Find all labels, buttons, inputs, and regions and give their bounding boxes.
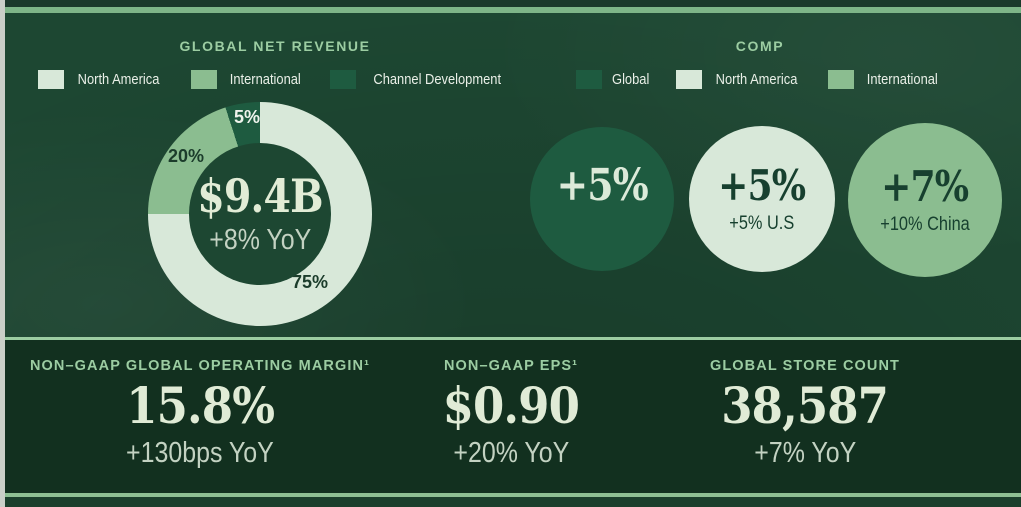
legend-swatch-north-america	[38, 70, 65, 89]
donut-center-sub-text: +8% YoY	[209, 224, 311, 256]
left-edge-strip	[0, 0, 5, 507]
legend-item-north-america: North America	[38, 70, 166, 89]
legend-item-international: International	[190, 70, 307, 89]
kpi-store-count: GLOBAL STORE COUNT 38,587 +7% YoY	[645, 358, 965, 470]
comp-circle-north-america: +5% +5% U.S	[689, 126, 835, 272]
legend-swatch-international	[190, 70, 217, 89]
comp-legend: Global North America International	[540, 70, 980, 89]
donut-segment-label-international: 20%	[167, 146, 205, 166]
comp-circle-international: +7% +10% China	[848, 123, 1002, 277]
legend-label: International	[867, 71, 939, 88]
kpi-operating-margin: NON–GAAP GLOBAL OPERATING MARGIN¹ 15.8% …	[10, 358, 390, 470]
donut-center-value-text: $9.4B	[197, 169, 323, 223]
bottom-accent-bar	[0, 493, 1021, 497]
section-divider-line	[0, 337, 1021, 340]
kpi-section: NON–GAAP GLOBAL OPERATING MARGIN¹ 15.8% …	[0, 340, 1021, 493]
legend-item-global: Global	[576, 70, 652, 89]
legend-item-channel-development: Channel Development	[330, 70, 511, 89]
top-dark-band	[0, 0, 1021, 7]
legend-item-north-america: North America	[676, 70, 804, 89]
legend-label: Channel Development	[373, 71, 502, 88]
kpi-value: 38,587	[645, 380, 965, 432]
kpi-value-text: 38,587	[721, 376, 890, 435]
kpi-eps: NON–GAAP EPS¹ $0.90 +20% YoY	[391, 358, 631, 470]
kpi-title: NON–GAAP GLOBAL OPERATING MARGIN¹	[29, 358, 370, 374]
legend-swatch-international	[828, 70, 855, 89]
legend-item-international: International	[828, 70, 944, 89]
legend-label: International	[229, 71, 301, 88]
comp-circle-sub-text: +10% China	[880, 214, 970, 235]
legend-label: North America	[716, 71, 798, 88]
comp-circle-sub: +10% China	[873, 215, 977, 234]
kpi-value-text: $0.90	[442, 376, 580, 435]
legend-swatch-channel-development	[330, 70, 357, 89]
kpi-sub-text: +130bps YoY	[126, 437, 274, 469]
legend-swatch-global	[576, 70, 603, 89]
kpi-sub: +20% YoY	[391, 437, 631, 470]
legend-label: North America	[78, 71, 160, 88]
kpi-sub: +130bps YoY	[10, 437, 390, 470]
donut-segment-label-channel-development: 5%	[233, 107, 260, 127]
kpi-value: $0.90	[391, 380, 631, 432]
kpi-title: NON–GAAP EPS¹	[443, 358, 579, 374]
comp-circle-global: +5%	[530, 127, 674, 271]
legend-swatch-north-america	[676, 70, 703, 89]
revenue-legend: North America International Channel Deve…	[38, 70, 511, 89]
comp-circle-value-text: +5%	[718, 161, 806, 210]
donut-segment-label-north-america: 75%	[291, 272, 329, 292]
comp-circle-value: +7%	[874, 166, 975, 208]
legend-label: Global	[612, 71, 650, 88]
donut-center-value: $9.4B	[187, 173, 333, 219]
comp-panel-title: COMP	[735, 38, 785, 54]
comp-circle-sub: +5% U.S	[724, 214, 800, 233]
donut-center: $9.4B +8% YoY	[189, 143, 331, 285]
revenue-panel-title: GLOBAL NET REVENUE	[179, 38, 371, 54]
kpi-sub-text: +20% YoY	[453, 437, 569, 469]
kpi-sub: +7% YoY	[645, 437, 965, 470]
charts-section: GLOBAL NET REVENUE North America Interna…	[0, 13, 1021, 337]
comp-circle-value-text: +7%	[881, 162, 969, 211]
revenue-donut-ring: 75% 20% 5% $9.4B +8% YoY	[148, 102, 372, 326]
kpi-title: GLOBAL STORE COUNT	[709, 358, 901, 374]
kpi-sub-text: +7% YoY	[754, 437, 856, 469]
top-accent-bar	[0, 7, 1021, 13]
comp-circle-value: +5%	[549, 164, 655, 208]
comp-circle-value: +5%	[711, 165, 812, 207]
bottom-dark-band	[0, 497, 1021, 507]
kpi-value: 15.8%	[10, 380, 390, 432]
donut-center-sub: +8% YoY	[201, 226, 320, 255]
kpi-value-text: 15.8%	[126, 376, 275, 435]
comp-circle-value-text: +5%	[556, 160, 648, 211]
comp-circle-sub-text: +5% U.S	[729, 213, 795, 234]
